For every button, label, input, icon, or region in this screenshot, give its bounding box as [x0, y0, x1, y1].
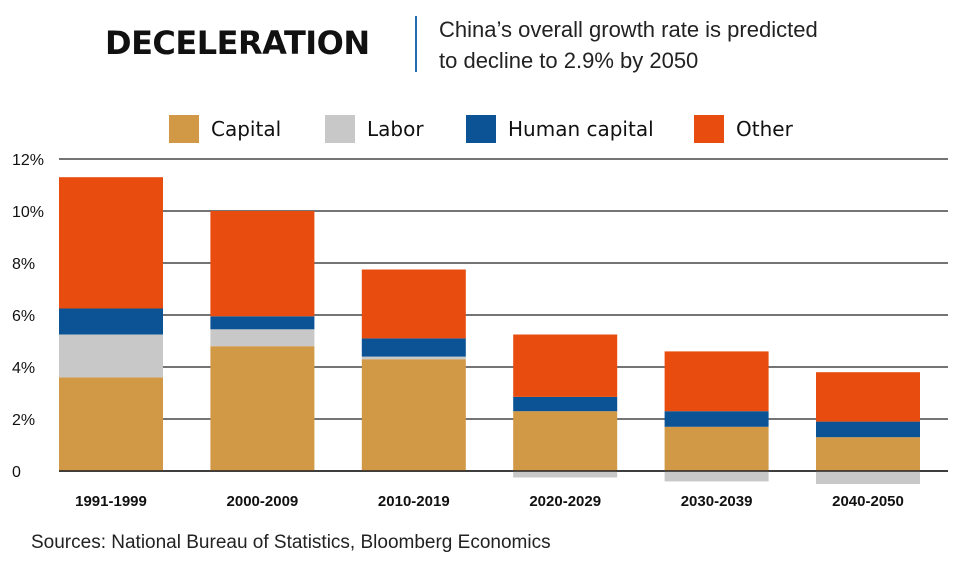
chart-header: DECELERATION China’s overall growth rate…: [0, 14, 964, 76]
y-tick-label: 4%: [12, 360, 35, 377]
bar-segment-other: [59, 177, 163, 309]
legend-swatch-other: [694, 115, 724, 143]
bar-segment-human-capital: [816, 421, 920, 438]
x-tick-label: 2030-2039: [681, 493, 753, 510]
bar-segment-other: [816, 372, 920, 422]
bar-segment-capital: [361, 359, 466, 471]
bar-segment-other: [210, 211, 315, 317]
legend-swatch-human-capital: [466, 115, 496, 143]
bar-segment-labor: [513, 471, 618, 478]
bar-segment-capital: [513, 411, 618, 471]
bar-segment-human-capital: [513, 396, 618, 412]
bar-segment-capital: [210, 346, 315, 471]
legend-label-other: Other: [736, 117, 793, 141]
source-note: Sources: National Bureau of Statistics, …: [31, 532, 551, 553]
subtitle-line-2: to decline to 2.9% by 2050: [439, 48, 699, 73]
title-divider: [415, 16, 417, 72]
x-tick-label: 2000-2009: [227, 493, 299, 510]
bar-segment-labor: [816, 471, 920, 484]
legend-label-capital: Capital: [211, 117, 282, 141]
x-tick-label: 2010-2019: [378, 493, 450, 510]
bar-segment-capital: [664, 426, 769, 471]
bar-segment-capital: [59, 377, 163, 471]
legend-label-labor: Labor: [367, 117, 424, 141]
legend-swatch-capital: [169, 115, 199, 143]
x-tick-label: 2020-2029: [529, 493, 601, 510]
y-tick-label: 2%: [12, 412, 35, 429]
y-tick-label: 10%: [12, 204, 44, 221]
bar-segment-capital: [816, 437, 920, 471]
bar-segment-labor: [210, 329, 315, 347]
bar-segment-labor: [664, 471, 769, 482]
chart-title: DECELERATION: [105, 24, 370, 62]
legend-item-labor: Labor: [325, 114, 424, 144]
legend-item-capital: Capital: [169, 114, 281, 144]
legend-swatch-labor: [325, 115, 355, 143]
bar-segment-other: [361, 269, 466, 339]
chart-subtitle: China’s overall growth rate is predicted…: [439, 14, 818, 76]
y-tick-label: 0: [12, 464, 21, 481]
bar-segment-human-capital: [210, 316, 315, 330]
legend-item-other: Other: [694, 114, 793, 144]
chart-legend: Capital Labor Human capital Other: [0, 114, 964, 144]
bar-segment-human-capital: [59, 308, 163, 335]
bar-segment-labor: [361, 356, 466, 360]
x-tick-label: 2040-2050: [832, 493, 904, 510]
x-tick-label: 1991-1999: [75, 493, 147, 510]
y-tick-label: 6%: [12, 308, 35, 325]
bar-segment-labor: [59, 334, 163, 378]
y-tick-label: 12%: [12, 152, 44, 169]
legend-label-human-capital: Human capital: [508, 117, 654, 141]
bar-segment-human-capital: [664, 411, 769, 427]
bar-segment-other: [664, 351, 769, 412]
subtitle-line-1: China’s overall growth rate is predicted: [439, 17, 818, 42]
bar-segment-human-capital: [361, 338, 466, 357]
legend-item-human-capital: Human capital: [466, 114, 654, 144]
bar-segment-other: [513, 334, 618, 397]
y-tick-label: 8%: [12, 256, 35, 273]
